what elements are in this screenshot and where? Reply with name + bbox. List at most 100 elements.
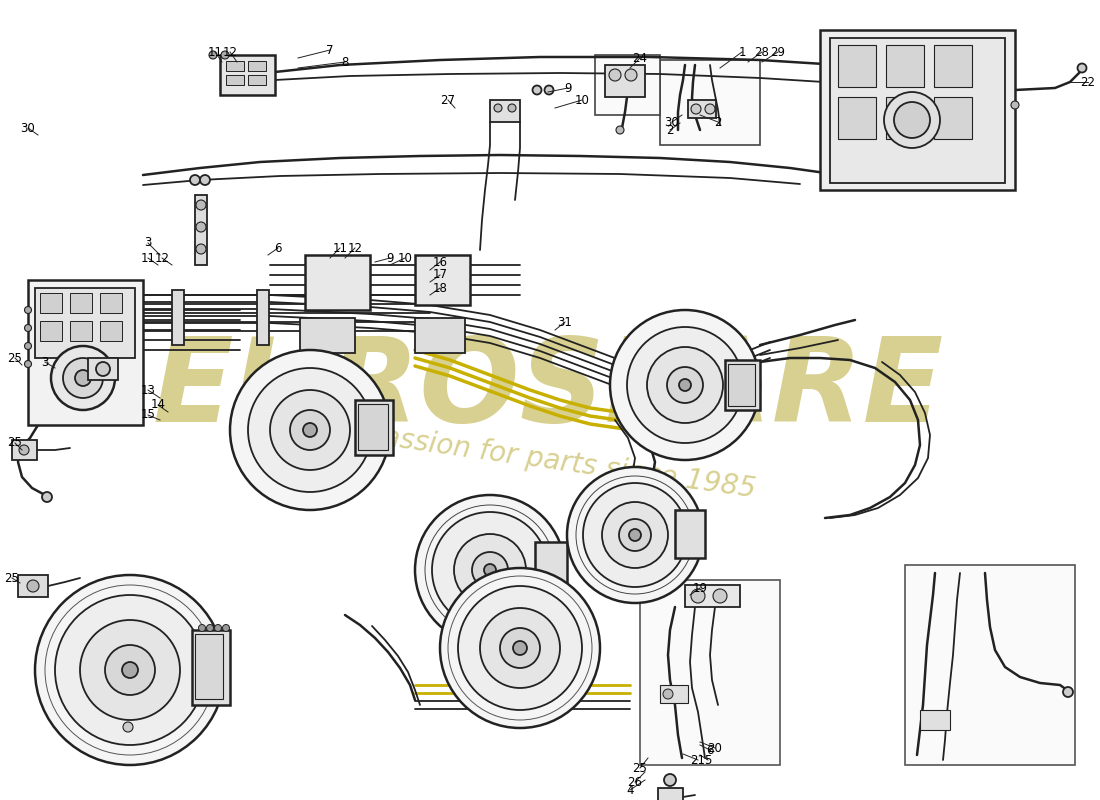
Circle shape [415,495,565,645]
Bar [820,30,1015,190]
Circle shape [494,104,502,112]
Circle shape [24,325,32,331]
Text: 27: 27 [440,94,455,106]
Text: 11: 11 [141,251,155,265]
Bar [886,45,924,87]
Bar [728,364,755,406]
Bar [920,710,950,730]
Text: 30: 30 [664,115,680,129]
Circle shape [472,552,508,588]
Text: a passion for parts since 1985: a passion for parts since 1985 [339,417,758,503]
Text: 4: 4 [626,783,634,797]
Circle shape [884,92,940,148]
Bar [688,100,716,118]
Bar [838,97,876,139]
Text: 14: 14 [151,398,165,411]
Circle shape [629,529,641,541]
Circle shape [196,222,206,232]
Circle shape [625,69,637,81]
Circle shape [440,568,600,728]
Circle shape [96,362,110,376]
Circle shape [55,595,205,745]
Bar [12,440,37,460]
Bar [70,321,92,341]
Bar [905,565,1075,765]
Text: 1: 1 [738,46,746,58]
Circle shape [619,519,651,551]
Text: 11: 11 [332,242,348,254]
Text: 28: 28 [755,46,769,58]
Bar [934,45,972,87]
Bar [18,575,48,597]
Text: 31: 31 [558,315,572,329]
Text: 13: 13 [141,383,155,397]
Bar [40,321,62,341]
Circle shape [207,625,213,631]
Circle shape [602,502,668,568]
Circle shape [583,483,688,587]
Bar [640,580,780,765]
Bar [226,61,244,71]
Circle shape [664,774,676,786]
Text: EUROSPARE: EUROSPARE [153,333,944,447]
Circle shape [647,347,723,423]
Bar [195,195,207,265]
Bar [830,38,1005,183]
Bar [605,65,645,97]
Circle shape [508,104,516,112]
Text: 9: 9 [564,82,572,94]
Circle shape [190,175,200,185]
Circle shape [484,564,496,576]
Bar [305,255,370,310]
Circle shape [221,51,229,59]
Circle shape [28,580,38,592]
Bar [35,288,135,358]
Circle shape [222,625,230,631]
Text: 12: 12 [348,242,363,254]
Bar [838,45,876,87]
Circle shape [200,175,210,185]
Bar [355,400,393,455]
Circle shape [480,608,560,688]
Bar [658,788,683,800]
Bar [100,293,122,313]
Bar [660,60,760,145]
Text: 12: 12 [154,251,169,265]
Circle shape [196,200,206,210]
Circle shape [500,628,540,668]
Circle shape [290,410,330,450]
Bar [88,358,118,380]
Circle shape [1063,687,1072,697]
Text: 22: 22 [1080,75,1096,89]
Bar [685,585,740,607]
Text: 5: 5 [704,754,712,766]
Bar [660,685,688,703]
Circle shape [691,589,705,603]
Circle shape [214,625,221,631]
Circle shape [230,350,390,510]
Circle shape [713,589,727,603]
Circle shape [544,86,553,94]
Text: 25: 25 [4,571,20,585]
Circle shape [123,722,133,732]
Text: 29: 29 [770,46,785,58]
Bar [358,404,388,450]
Circle shape [616,126,624,134]
Text: 30: 30 [21,122,35,134]
Text: 21: 21 [691,754,705,766]
Circle shape [1078,63,1087,73]
Circle shape [1011,101,1019,109]
Text: 10: 10 [574,94,590,106]
Bar [415,255,470,305]
Bar [886,97,924,139]
Circle shape [24,306,32,314]
Circle shape [24,361,32,367]
Circle shape [198,625,206,631]
Bar [934,97,972,139]
Circle shape [80,620,180,720]
Text: 12: 12 [222,46,238,58]
Bar [257,290,270,345]
Bar [192,630,230,705]
Bar [300,318,355,353]
Text: 8: 8 [341,55,349,69]
